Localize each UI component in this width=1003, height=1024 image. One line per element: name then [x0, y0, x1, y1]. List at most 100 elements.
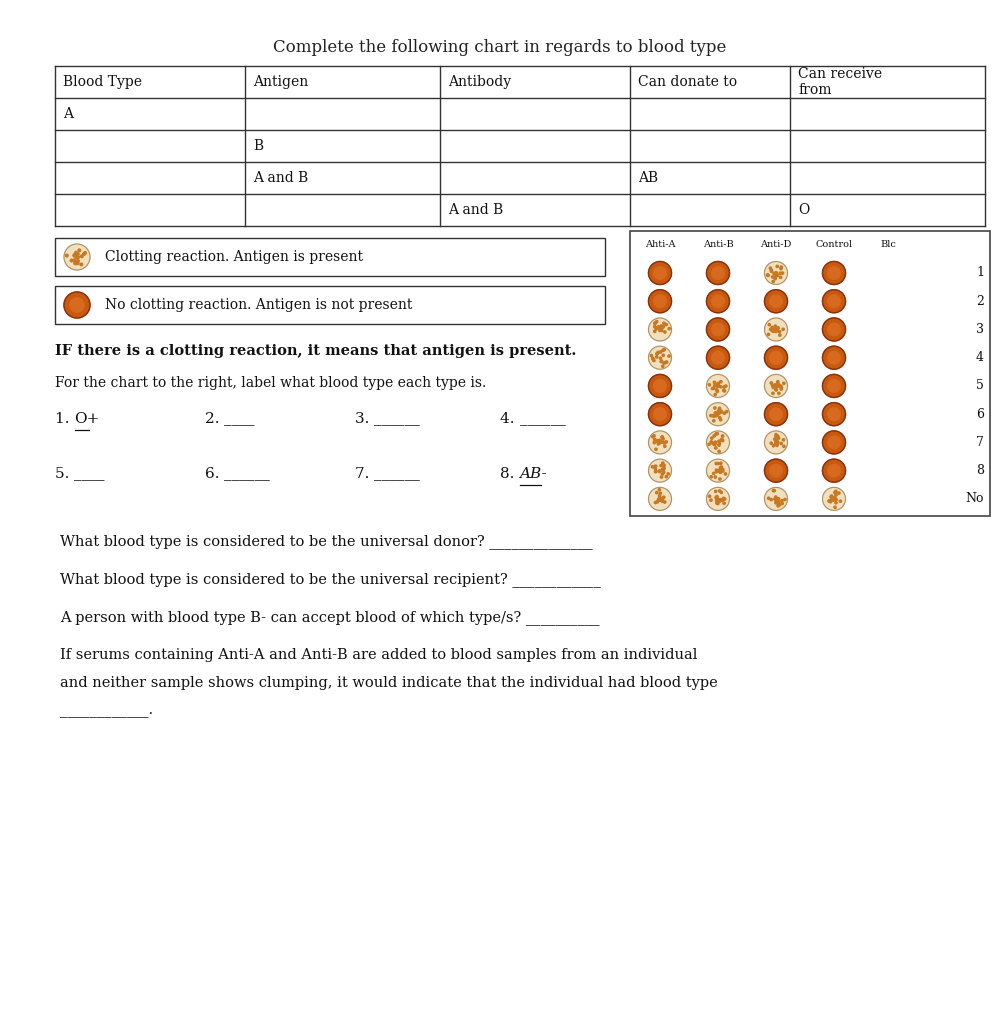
Circle shape: [660, 330, 662, 332]
Circle shape: [74, 253, 76, 255]
Text: B: B: [253, 139, 263, 153]
Circle shape: [719, 492, 722, 494]
Text: Blc: Blc: [880, 240, 895, 249]
Circle shape: [658, 330, 660, 332]
Circle shape: [706, 318, 729, 341]
Circle shape: [778, 385, 781, 387]
Circle shape: [660, 360, 662, 362]
Circle shape: [655, 353, 658, 355]
Circle shape: [715, 497, 717, 499]
Circle shape: [714, 463, 717, 465]
Circle shape: [658, 441, 660, 443]
Circle shape: [658, 495, 660, 497]
Circle shape: [773, 275, 775, 279]
Circle shape: [716, 470, 719, 472]
Circle shape: [663, 445, 665, 447]
Circle shape: [763, 402, 786, 426]
Text: A and B: A and B: [253, 171, 308, 185]
Circle shape: [774, 502, 776, 504]
Circle shape: [783, 499, 785, 501]
Circle shape: [771, 386, 773, 389]
Circle shape: [709, 499, 711, 502]
Circle shape: [777, 392, 779, 394]
Circle shape: [769, 295, 781, 307]
Circle shape: [715, 496, 717, 498]
Circle shape: [763, 375, 786, 397]
Circle shape: [717, 444, 719, 446]
Circle shape: [659, 493, 661, 495]
Circle shape: [660, 436, 663, 438]
Circle shape: [648, 375, 671, 397]
Circle shape: [719, 381, 721, 383]
Circle shape: [782, 382, 784, 384]
Text: No clotting reaction. Antigen is not present: No clotting reaction. Antigen is not pre…: [105, 298, 412, 312]
Circle shape: [658, 497, 661, 499]
Circle shape: [711, 351, 723, 364]
Circle shape: [662, 496, 664, 499]
Circle shape: [662, 464, 665, 467]
Circle shape: [76, 256, 78, 258]
Circle shape: [767, 324, 769, 326]
Circle shape: [75, 252, 77, 254]
Circle shape: [662, 362, 665, 365]
Circle shape: [659, 441, 661, 443]
Circle shape: [718, 467, 721, 469]
Circle shape: [661, 349, 663, 351]
Circle shape: [779, 266, 781, 268]
Circle shape: [718, 471, 721, 473]
Circle shape: [660, 360, 662, 362]
Circle shape: [666, 473, 669, 475]
Circle shape: [706, 402, 729, 426]
Text: 1.: 1.: [55, 412, 74, 426]
Circle shape: [717, 412, 720, 414]
Circle shape: [832, 492, 835, 494]
Circle shape: [772, 329, 774, 331]
Circle shape: [658, 499, 660, 501]
Circle shape: [663, 331, 665, 333]
Circle shape: [834, 499, 837, 501]
Circle shape: [661, 326, 663, 329]
Circle shape: [713, 441, 716, 443]
Circle shape: [73, 254, 75, 257]
Circle shape: [828, 500, 830, 502]
Circle shape: [774, 271, 776, 274]
Circle shape: [663, 501, 665, 503]
Circle shape: [658, 439, 660, 441]
Circle shape: [770, 275, 773, 279]
Circle shape: [826, 436, 840, 449]
Circle shape: [763, 487, 786, 510]
Circle shape: [660, 476, 662, 478]
Text: What blood type is considered to be the universal donor? ______________: What blood type is considered to be the …: [60, 534, 592, 549]
Circle shape: [661, 469, 664, 471]
Circle shape: [714, 490, 716, 493]
Circle shape: [657, 440, 660, 442]
Circle shape: [713, 393, 716, 395]
Circle shape: [76, 260, 79, 262]
Circle shape: [766, 274, 768, 276]
Circle shape: [664, 440, 667, 443]
Circle shape: [660, 436, 663, 438]
Circle shape: [773, 325, 775, 328]
Text: No: No: [965, 493, 983, 506]
Circle shape: [775, 330, 777, 332]
Circle shape: [661, 499, 663, 501]
Circle shape: [827, 500, 830, 502]
Circle shape: [722, 386, 724, 388]
Circle shape: [659, 440, 661, 442]
Circle shape: [661, 468, 663, 471]
Text: A and B: A and B: [447, 203, 503, 217]
FancyBboxPatch shape: [55, 286, 605, 324]
Circle shape: [769, 329, 771, 331]
Circle shape: [774, 385, 777, 388]
Circle shape: [769, 499, 771, 501]
Circle shape: [656, 440, 658, 442]
Circle shape: [769, 442, 771, 444]
Text: ______: ______: [374, 412, 420, 426]
Circle shape: [713, 412, 716, 414]
Circle shape: [64, 292, 90, 318]
Circle shape: [713, 407, 715, 410]
Text: A: A: [63, 106, 73, 121]
Circle shape: [826, 464, 840, 477]
Circle shape: [651, 466, 653, 468]
Circle shape: [768, 329, 771, 331]
